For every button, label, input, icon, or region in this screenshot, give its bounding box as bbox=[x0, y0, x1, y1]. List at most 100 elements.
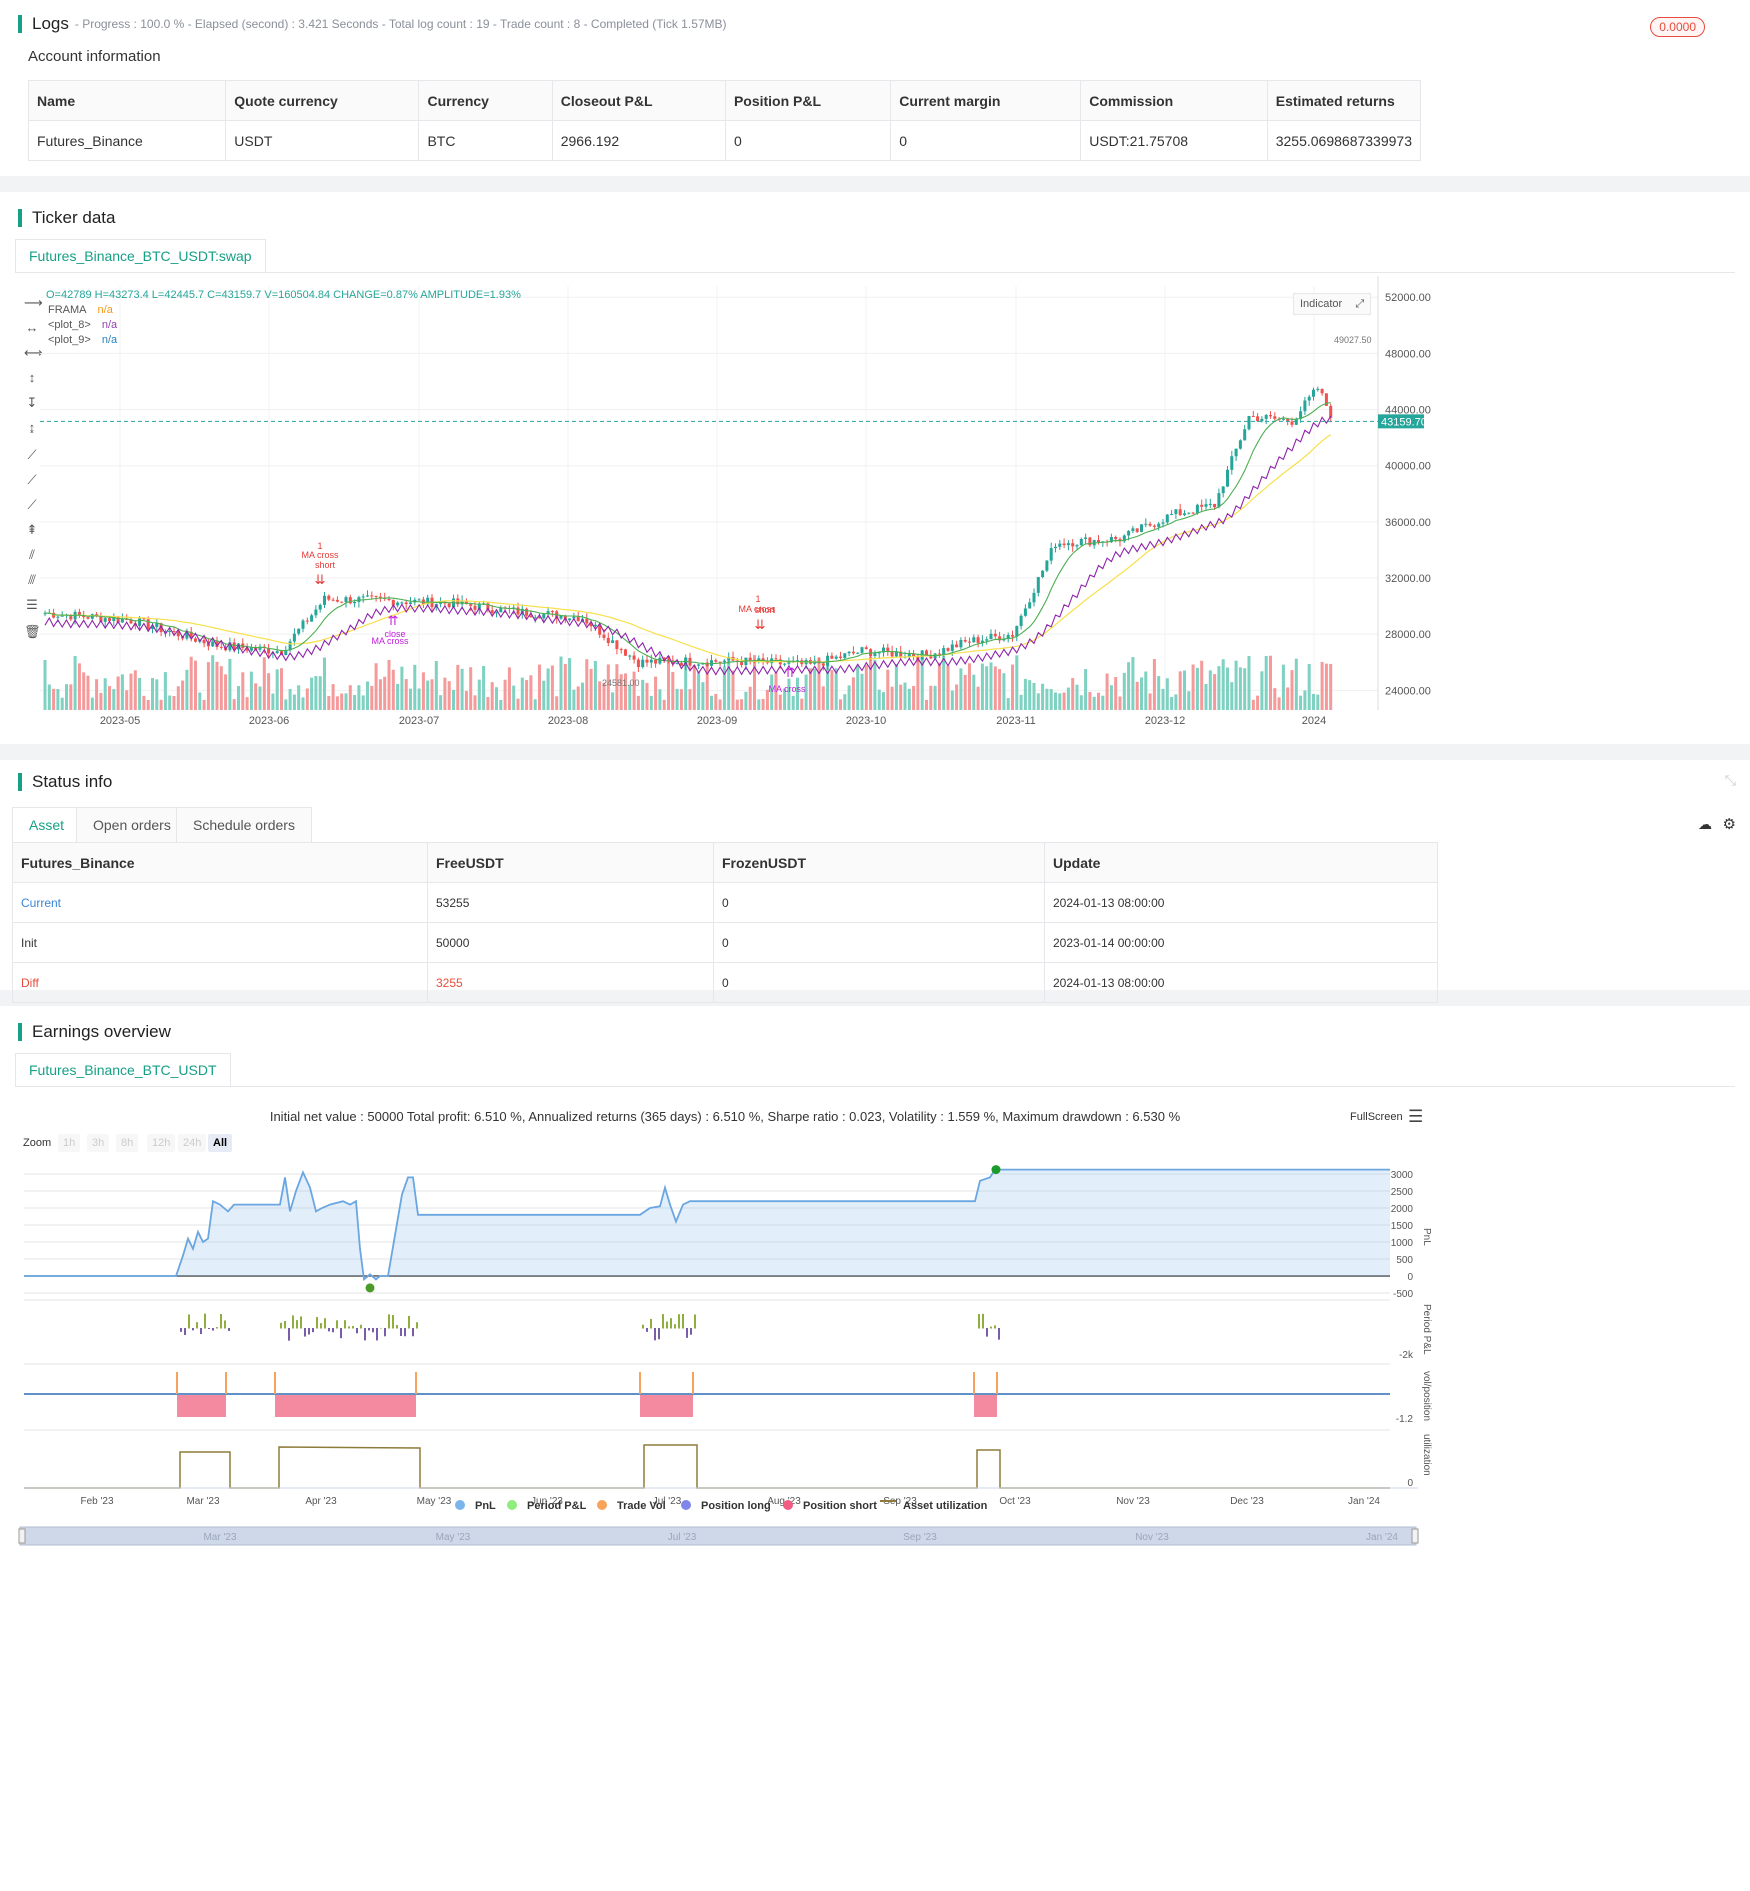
price-range-icon[interactable]: ⇞ bbox=[26, 522, 38, 537]
account-col-6: Commission bbox=[1080, 80, 1268, 121]
zoom-24h-button[interactable]: 24h bbox=[178, 1134, 207, 1152]
volume-bar bbox=[1260, 671, 1264, 710]
volume-bar bbox=[907, 688, 911, 710]
period-bar bbox=[646, 1328, 648, 1332]
volume-bar bbox=[989, 662, 993, 710]
volume-bar bbox=[568, 658, 572, 710]
period-bar bbox=[336, 1320, 338, 1329]
volume-bar bbox=[142, 695, 146, 710]
candle-body bbox=[361, 596, 365, 598]
indicator-button[interactable]: Indicator ⤢ bbox=[1293, 293, 1372, 315]
candle-body bbox=[297, 628, 301, 634]
tab-ticker-symbol[interactable]: Futures_Binance_BTC_USDT:swap bbox=[15, 239, 266, 273]
volume-bar bbox=[447, 681, 451, 710]
volume-bar bbox=[172, 696, 176, 710]
tab-asset[interactable]: Asset bbox=[12, 807, 82, 843]
extended-line-icon[interactable]: ⟷ bbox=[24, 345, 43, 360]
zoom-1h-button[interactable]: 1h bbox=[58, 1134, 81, 1152]
volume-bar bbox=[361, 695, 365, 710]
tab-earnings-symbol[interactable]: Futures_Binance_BTC_USDT bbox=[15, 1053, 231, 1087]
vertical-segment-icon[interactable]: ↨ bbox=[28, 420, 36, 435]
candle-body bbox=[331, 599, 335, 601]
volume-bar bbox=[576, 686, 580, 710]
cloud-download-icon[interactable]: ☁ bbox=[1698, 816, 1712, 832]
candle-body bbox=[103, 618, 107, 622]
candle-body bbox=[697, 664, 701, 666]
period-bar bbox=[678, 1314, 680, 1329]
fib-channel-icon[interactable]: ⫻ bbox=[28, 572, 36, 587]
segment-line-icon[interactable]: ⟋ bbox=[27, 497, 37, 512]
period-bar bbox=[364, 1328, 366, 1341]
util-tick-label: 0 bbox=[1407, 1478, 1413, 1489]
volume-bar bbox=[980, 663, 984, 710]
candle-body bbox=[292, 633, 296, 642]
vertical-ray-icon[interactable]: ↧ bbox=[26, 395, 38, 410]
volume-bar bbox=[43, 660, 47, 710]
candle-body bbox=[838, 656, 843, 658]
candle-body bbox=[881, 647, 886, 653]
volume-bar bbox=[1307, 664, 1311, 710]
legend-dot-icon bbox=[681, 1500, 691, 1510]
vertical-line-icon[interactable]: ↕ bbox=[28, 370, 36, 385]
date-tick-label: 2024 bbox=[1302, 715, 1326, 727]
zoom-8h-button[interactable]: 8h bbox=[116, 1134, 139, 1152]
fib-retracement-icon[interactable]: ☰ bbox=[26, 597, 38, 612]
period-bar bbox=[694, 1314, 696, 1329]
period-bar bbox=[368, 1328, 370, 1331]
candle-body bbox=[860, 647, 864, 653]
zoom-3h-button[interactable]: 3h bbox=[87, 1134, 110, 1152]
volume-bar bbox=[709, 695, 714, 710]
fullscreen-button[interactable]: FullScreen bbox=[1350, 1111, 1403, 1123]
volume-bar bbox=[181, 680, 185, 710]
candle-body bbox=[899, 651, 903, 657]
candle-body bbox=[150, 627, 155, 629]
zoom-All-button[interactable]: All bbox=[208, 1134, 233, 1152]
candle-body bbox=[1281, 418, 1285, 420]
volume-bar bbox=[963, 674, 967, 710]
menu-icon[interactable]: ☰ bbox=[1408, 1107, 1424, 1126]
settings-gear-icon[interactable]: ⚙ bbox=[1722, 816, 1736, 833]
volume-bar bbox=[589, 668, 593, 710]
delete-drawings-icon[interactable]: 🗑 bbox=[24, 624, 41, 639]
candle-body bbox=[1200, 504, 1204, 507]
parallel-channel-icon[interactable]: ⫽ bbox=[29, 547, 35, 562]
account-cell-7: 3255.0698687339973 bbox=[1266, 120, 1422, 161]
volume-bar bbox=[830, 670, 834, 710]
candle-body bbox=[662, 657, 666, 660]
candle-body bbox=[1165, 514, 1169, 523]
ray-line-icon[interactable]: ⟋ bbox=[27, 472, 37, 487]
collapse-icon[interactable]: ⤡ bbox=[1724, 772, 1736, 788]
volume-bar bbox=[585, 659, 589, 710]
candle-body bbox=[1251, 416, 1255, 418]
period-bar bbox=[300, 1316, 302, 1329]
candle-body bbox=[998, 636, 1002, 641]
zoom-12h-button[interactable]: 12h bbox=[147, 1134, 176, 1152]
candle-body bbox=[1053, 546, 1058, 549]
candle-body bbox=[826, 655, 830, 666]
tab-schedule-orders[interactable]: Schedule orders bbox=[176, 807, 312, 843]
candle-body bbox=[727, 656, 731, 661]
volume-bar bbox=[344, 693, 348, 710]
horizontal-line-icon[interactable]: ⟶ bbox=[24, 295, 43, 310]
legend-value: n/a bbox=[98, 334, 118, 346]
volume-bar bbox=[649, 695, 653, 710]
candle-body bbox=[1195, 504, 1199, 514]
candle-body bbox=[589, 623, 593, 627]
legend-name: <plot_9> bbox=[48, 334, 91, 346]
volume-bar bbox=[877, 689, 881, 710]
volume-bar bbox=[241, 672, 245, 710]
volume-bar bbox=[864, 665, 868, 710]
volume-bar bbox=[1329, 663, 1333, 710]
navigator-handle-right bbox=[1411, 1528, 1419, 1544]
kline-chart[interactable]: 52000.00 48000.00 44000.00 40000.00 36000.00… bbox=[0, 192, 1750, 744]
tab-open-orders[interactable]: Open orders bbox=[76, 807, 188, 843]
horizontal-ray-icon[interactable]: ↔ bbox=[25, 320, 39, 335]
candle-body bbox=[176, 631, 180, 637]
trend-line-icon[interactable]: ⟋ bbox=[27, 447, 37, 462]
candle-body bbox=[374, 595, 378, 597]
fullscreen-icon[interactable]: ⤢ bbox=[1355, 298, 1365, 310]
volume-bar bbox=[555, 696, 559, 710]
earnings-chart[interactable]: 3000 2500 2000 1500 1000 500 0 -500 PnL -2k Period… bbox=[0, 1006, 1750, 1891]
candle-body bbox=[185, 631, 189, 639]
candle-body bbox=[370, 595, 374, 597]
